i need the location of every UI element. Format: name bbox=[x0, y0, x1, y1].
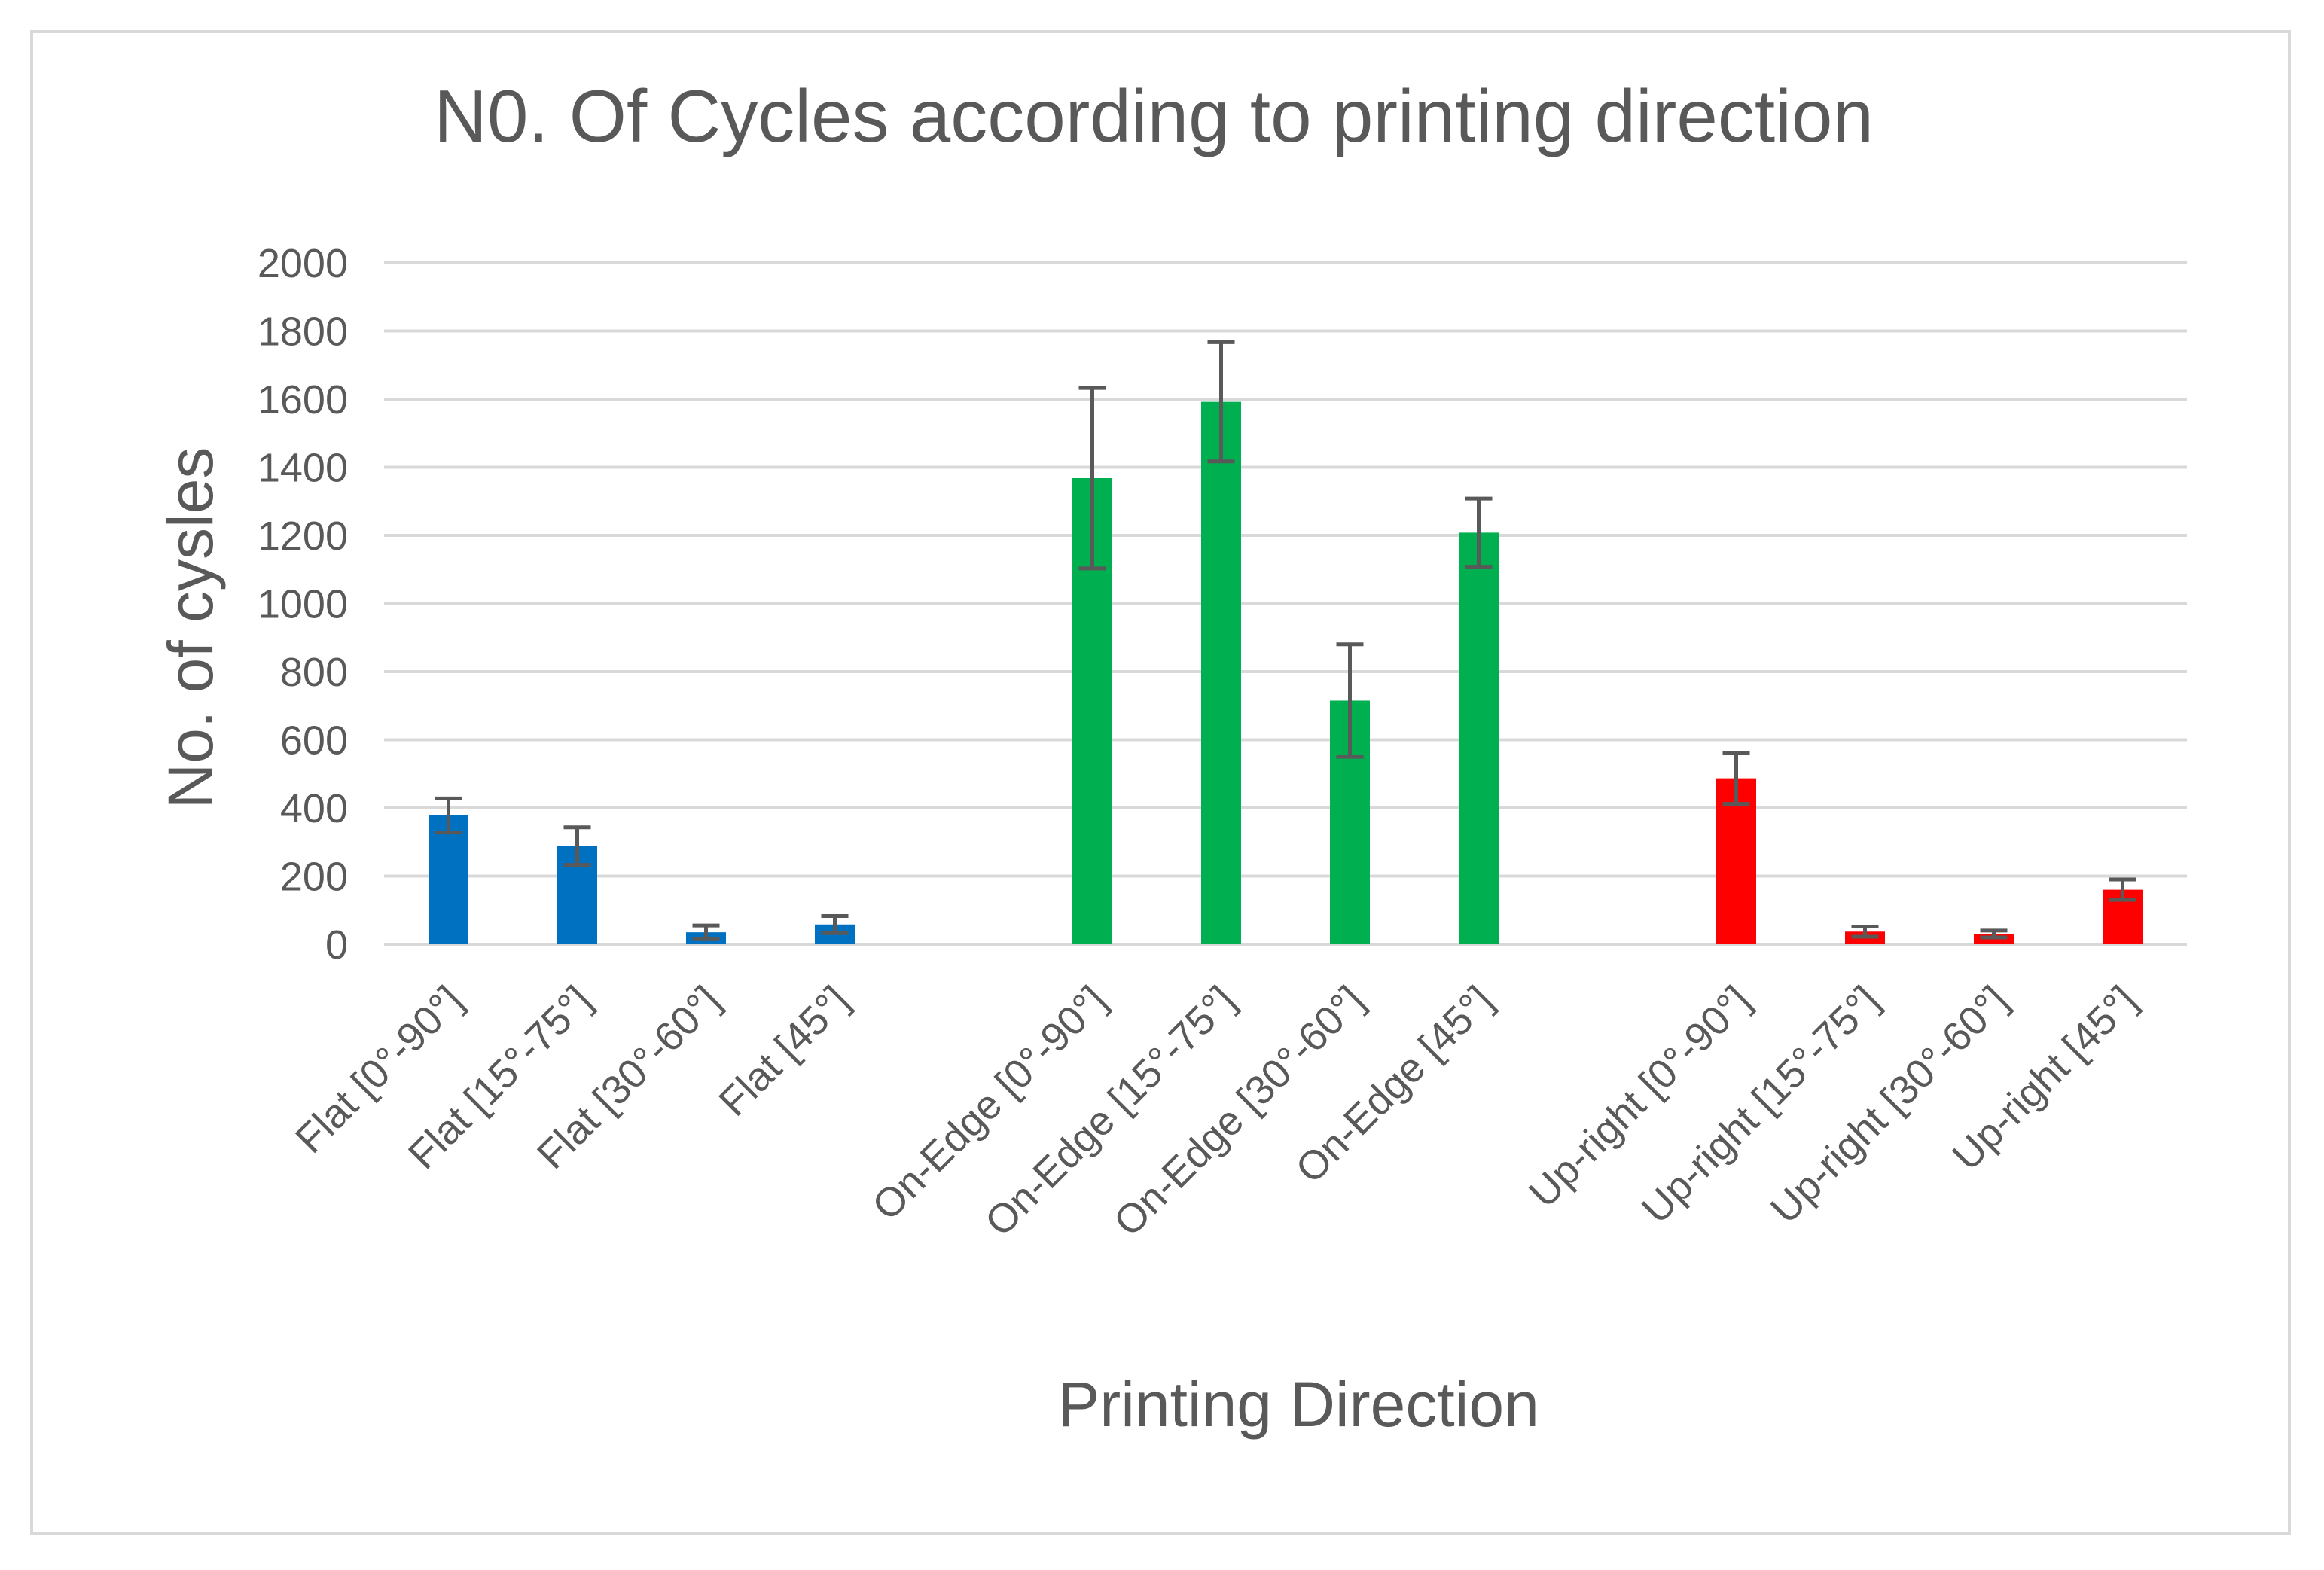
x-tick-label: Up-right [15°-75°] bbox=[1633, 977, 1888, 1232]
y-tick-label: 1200 bbox=[258, 514, 348, 559]
y-tick-label: 800 bbox=[280, 650, 348, 695]
bar bbox=[429, 815, 468, 944]
gridlines bbox=[384, 261, 2187, 946]
y-tick-label: 1400 bbox=[258, 446, 348, 491]
y-tick-label: 200 bbox=[280, 855, 348, 900]
y-tick-label: 600 bbox=[280, 718, 348, 764]
y-tick-label: 1000 bbox=[258, 582, 348, 627]
x-tick-label: On-Edge [0°-90°] bbox=[864, 977, 1115, 1229]
chart-title: N0. Of Cycles according to printing dire… bbox=[434, 75, 1874, 157]
chart-frame: N0. Of Cycles according to printing dire… bbox=[30, 30, 2291, 1535]
x-tick-label: Up-right [30°-60°] bbox=[1762, 977, 2017, 1232]
x-tick-labels: Flat [0°-90°]Flat [15°-75°]Flat [30°-60°… bbox=[287, 977, 2146, 1245]
y-tick-label: 0 bbox=[325, 922, 348, 968]
y-tick-label: 1600 bbox=[258, 377, 348, 422]
x-tick-label: On-Edge [15°-75°] bbox=[977, 977, 1244, 1245]
y-tick-label: 400 bbox=[280, 786, 348, 831]
bar-chart: N0. Of Cycles according to printing dire… bbox=[155, 75, 2187, 1440]
error-bars bbox=[435, 340, 2136, 941]
bar bbox=[1459, 532, 1499, 944]
y-tick-label: 2000 bbox=[258, 241, 348, 286]
x-axis-title: Printing Direction bbox=[1057, 1369, 1539, 1440]
y-tick-label: 1800 bbox=[258, 309, 348, 355]
y-tick-labels: 0 200 400 600 800 1000 1200 1400 1600 1800 2000 bbox=[258, 241, 348, 968]
bar bbox=[1201, 401, 1241, 944]
bar bbox=[1716, 778, 1756, 944]
x-tick-label: Flat [45°] bbox=[710, 977, 858, 1125]
x-tick-label: Up-right [0°-90°] bbox=[1520, 977, 1759, 1216]
x-tick-label: On-Edge [30°-60°] bbox=[1106, 977, 1373, 1245]
y-axis-title: No. of cysles bbox=[155, 447, 226, 809]
